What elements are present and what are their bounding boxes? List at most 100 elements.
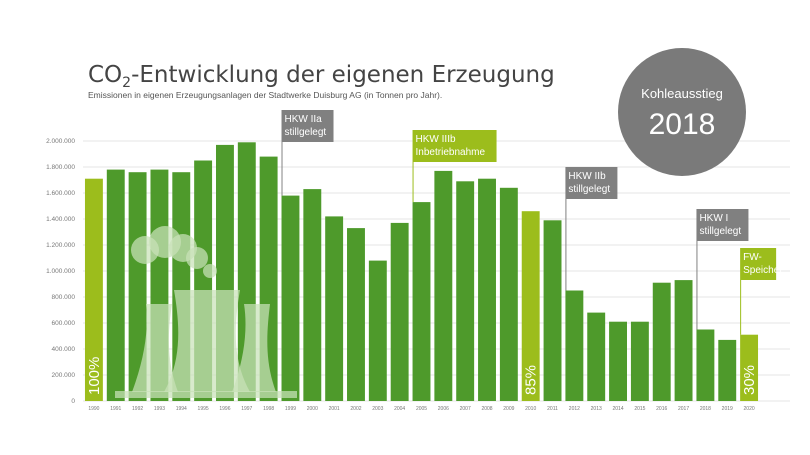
bar-2004	[390, 222, 409, 401]
annotation-text: stillgelegt	[568, 184, 610, 195]
annotation-box	[740, 248, 777, 280]
annotation-text: Speicher	[743, 265, 783, 276]
annotation-text: stillgelegt	[699, 226, 741, 237]
bar-2000	[303, 189, 322, 401]
bar-2012	[565, 290, 584, 401]
badge-line1: Kohleausstieg	[641, 86, 723, 101]
x-axis: 1990 1991 1992 1993 1994 1995 1996 1997 1998 1999…	[88, 406, 755, 412]
percent-label: 100%	[86, 357, 103, 395]
annotation: HKW IIb stillgelegt	[565, 167, 618, 291]
x-tick-label: 2014	[612, 406, 623, 412]
annotation-box	[281, 110, 334, 142]
badge-circle	[618, 48, 746, 176]
annotation-text: Inbetriebnahme	[416, 147, 486, 158]
annotation-text: HKW I	[699, 213, 728, 224]
bar-2008	[478, 178, 496, 401]
chart-subtitle: Emissionen in eigenen Erzeugungsanlagen …	[88, 90, 442, 100]
y-tick-label: 800.000	[52, 294, 76, 301]
x-tick-label: 2016	[656, 406, 667, 412]
annotations: HKW IIa stillgelegt HKW IIIb Inbetriebnahme…	[281, 110, 783, 335]
y-tick-label: 2.000.000	[46, 138, 75, 145]
bar-2005	[412, 202, 431, 401]
x-tick-label: 2011	[547, 406, 558, 412]
x-tick-label: 2017	[678, 406, 689, 412]
bar-2006	[434, 170, 453, 401]
x-tick-label: 1993	[154, 406, 165, 412]
x-tick-label: 2020	[744, 406, 755, 412]
x-tick-label: 1991	[110, 406, 121, 412]
x-tick-label: 2002	[350, 406, 361, 412]
annotation: FW- Speicher	[740, 248, 783, 335]
annotation: HKW IIa stillgelegt	[281, 110, 334, 196]
y-tick-label: 1.400.000	[46, 216, 75, 223]
y-tick-label: 200.000	[52, 372, 76, 379]
x-tick-label: 1995	[198, 406, 209, 412]
bar-2020	[740, 334, 759, 401]
bar-1991	[106, 169, 125, 401]
bars	[84, 142, 759, 402]
x-tick-label: 2013	[591, 406, 602, 412]
y-tick-label: 1.800.000	[46, 164, 75, 171]
annotation-box	[696, 209, 749, 241]
power-plant-icon	[115, 226, 297, 398]
x-tick-label: 2003	[372, 406, 383, 412]
annotation: HKW I stillgelegt	[696, 209, 749, 330]
x-tick-label: 1999	[285, 406, 296, 412]
x-tick-label: 1994	[176, 406, 187, 412]
x-tick-label: 2015	[634, 406, 645, 412]
x-tick-label: 2007	[460, 406, 471, 412]
y-tick-label: 1.600.000	[46, 190, 75, 197]
annotation-box	[565, 167, 618, 199]
y-tick-label: 400.000	[52, 346, 76, 353]
bar-2002	[347, 228, 365, 401]
bar-2014	[609, 321, 628, 401]
bar-2011	[543, 220, 562, 401]
annotation-text: stillgelegt	[285, 127, 327, 138]
bar-2003	[368, 260, 387, 401]
x-tick-label: 2008	[481, 406, 492, 412]
percent-label: 30%	[741, 365, 758, 395]
y-tick-label: 0	[71, 398, 75, 405]
x-tick-label: 1990	[88, 406, 99, 412]
x-tick-label: 1996	[219, 406, 230, 412]
annotation-text: FW-	[743, 252, 762, 263]
bar-2001	[325, 216, 344, 401]
x-tick-label: 1997	[241, 406, 252, 412]
bar-2007	[456, 181, 475, 401]
x-tick-label: 2018	[700, 406, 711, 412]
y-axis: 0 200.000 400.000 600.000 800.000 1.000.000 1.…	[46, 138, 75, 405]
x-tick-label: 1998	[263, 406, 274, 412]
y-tick-label: 600.000	[52, 320, 76, 327]
percent-labels: 100% 85% 30%	[86, 357, 758, 395]
badge-line2: 2018	[649, 108, 716, 141]
x-tick-label: 2005	[416, 406, 427, 412]
y-tick-label: 1.000.000	[46, 268, 75, 275]
x-tick-label: 2019	[722, 406, 733, 412]
bar-2013	[587, 312, 606, 401]
y-tick-label: 1.200.000	[46, 242, 75, 249]
x-tick-label: 2001	[329, 406, 340, 412]
annotation: HKW IIIb Inbetriebnahme	[412, 130, 497, 203]
annotation-box	[412, 130, 497, 162]
bar-2019	[718, 339, 737, 401]
bar-1992	[128, 172, 147, 401]
bar-2009	[499, 187, 518, 401]
kohleausstieg-badge: Kohleausstieg 2018	[618, 48, 746, 176]
x-tick-label: 2006	[438, 406, 449, 412]
bar-2015	[630, 321, 649, 401]
bar-1999	[281, 195, 300, 401]
x-tick-label: 2010	[525, 406, 536, 412]
chart-title: CO2-Entwicklung der eigenen Erzeugung	[88, 62, 555, 91]
x-tick-label: 2012	[569, 406, 580, 412]
annotation-text: HKW IIb	[568, 171, 606, 182]
bar-2016	[652, 282, 671, 401]
bar-2017	[674, 280, 693, 401]
bar-1990	[84, 178, 103, 401]
annotation-text: HKW IIa	[285, 114, 323, 125]
bar-2018	[696, 329, 715, 401]
annotation-text: HKW IIIb	[416, 134, 456, 145]
x-tick-label: 2004	[394, 406, 405, 412]
x-tick-label: 2000	[307, 406, 318, 412]
